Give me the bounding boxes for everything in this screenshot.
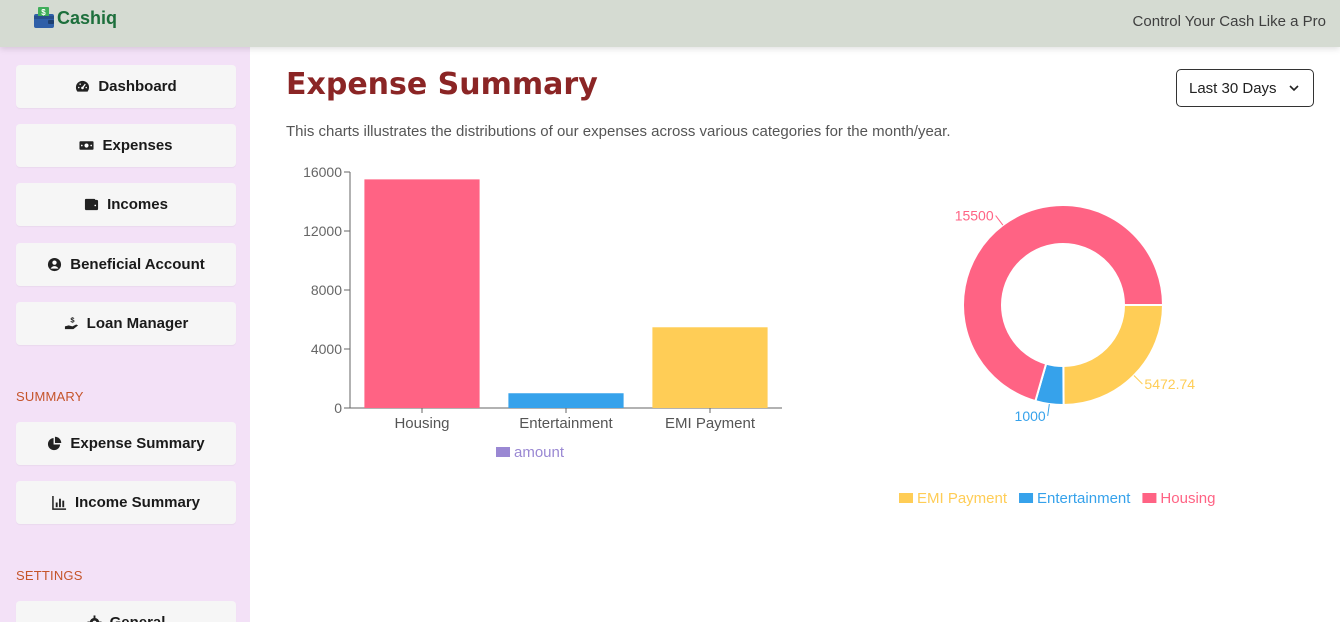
sidebar-item-label: Income Summary <box>74 494 201 511</box>
data-label: 15500 <box>955 208 994 224</box>
donut-legend[interactable]: EMI Payment Entertainment Housing <box>899 490 1215 507</box>
sidebar-item-loan-manager[interactable]: $ Loan Manager <box>16 302 236 345</box>
data-label-leader <box>1047 403 1050 417</box>
svg-text:$: $ <box>70 316 75 325</box>
date-range-select[interactable]: Last 30 Days <box>1176 69 1314 107</box>
summary-section-label: SUMMARY <box>16 389 84 404</box>
donut-slice-housing[interactable] <box>962 204 1165 403</box>
legend-label-entertainment: Entertainment <box>1037 490 1131 507</box>
date-range-value: Last 30 Days <box>1189 79 1277 97</box>
page-title: Expense Summary <box>286 67 598 102</box>
svg-text:$: $ <box>41 8 46 17</box>
sidebar-item-general[interactable]: General <box>16 601 236 622</box>
brand[interactable]: $ Cashiq <box>33 6 117 30</box>
sidebar-item-label: Incomes <box>107 196 168 213</box>
hand-money-icon: $ <box>64 316 78 330</box>
legend-swatch-amount <box>496 447 510 457</box>
data-label: 1000 <box>1015 408 1046 424</box>
x-tick-label: Housing <box>394 415 449 432</box>
bar-emi-payment[interactable] <box>652 327 768 408</box>
app-name: Cashiq <box>57 7 118 28</box>
money-icon <box>79 141 94 150</box>
legend-label-amount: amount <box>514 444 565 461</box>
x-tick-label: Entertainment <box>519 415 613 432</box>
wallet-logo-icon: $ <box>34 7 54 28</box>
sidebar-item-incomes[interactable]: Incomes <box>16 183 236 226</box>
page-description: This charts illustrates the distribution… <box>286 123 951 140</box>
pie-chart-icon <box>48 436 62 451</box>
sidebar-item-expense-summary[interactable]: Expense Summary <box>16 422 236 465</box>
gear-icon <box>87 615 102 622</box>
bar-chart-bars <box>364 179 768 408</box>
expense-bar-chart: 0 4000 8000 12000 16000 Housing Entertainment E… <box>303 164 782 461</box>
gauge-icon <box>76 80 90 92</box>
expense-donut-chart: 5472.74 1000 15500 EMI Payment Entertainmen… <box>899 204 1215 507</box>
sidebar-item-label: Expense Summary <box>70 435 205 452</box>
y-tick-label: 0 <box>334 400 342 416</box>
sidebar-item-label: General <box>110 614 166 622</box>
legend-swatch-housing[interactable] <box>1142 493 1157 503</box>
chevron-down-icon <box>1289 85 1299 92</box>
bar-chart-legend[interactable]: amount <box>496 444 565 461</box>
sidebar-item-label: Loan Manager <box>86 315 189 332</box>
donut-data-labels: 5472.74 1000 15500 <box>955 208 1196 424</box>
legend-label-emi-payment: EMI Payment <box>917 490 1008 507</box>
y-tick-label: 12000 <box>303 223 342 239</box>
sidebar-item-label: Expenses <box>102 137 173 154</box>
y-tick-label: 16000 <box>303 164 342 180</box>
bar-chart-axes: 0 4000 8000 12000 16000 Housing Entertainment E… <box>303 164 782 432</box>
settings-section-label: SETTINGS <box>16 568 83 583</box>
sidebar-item-label: Dashboard <box>98 78 177 95</box>
legend-swatch-emi-payment[interactable] <box>899 493 913 503</box>
bar-chart-icon <box>52 495 67 510</box>
y-tick-label: 4000 <box>311 341 342 357</box>
legend-label-housing: Housing <box>1160 490 1215 507</box>
sidebar-item-beneficial-account[interactable]: Beneficial Account <box>16 243 236 286</box>
bar-entertainment[interactable] <box>508 393 624 408</box>
data-label-leader <box>1133 375 1143 385</box>
main-content: Expense Summary Last 30 Days This charts… <box>250 47 1340 622</box>
tagline: Control Your Cash Like a Pro <box>1132 13 1326 30</box>
bar-housing[interactable] <box>364 179 480 408</box>
user-circle-icon <box>48 257 62 272</box>
wallet-icon <box>85 198 99 211</box>
data-label: 5472.74 <box>1144 376 1195 392</box>
x-tick-label: EMI Payment <box>665 415 756 432</box>
sidebar-item-label: Beneficial Account <box>70 256 205 273</box>
donut-slices <box>962 204 1165 407</box>
legend-swatch-entertainment[interactable] <box>1019 493 1034 503</box>
data-label-leader <box>995 215 1004 226</box>
sidebar: Dashboard Expenses Incomes Beneficial Ac… <box>0 47 250 622</box>
sidebar-item-expenses[interactable]: Expenses <box>16 124 236 167</box>
y-tick-label: 8000 <box>311 282 342 298</box>
top-bar: $ Cashiq Control Your Cash Like a Pro <box>0 0 1340 47</box>
sidebar-item-income-summary[interactable]: Income Summary <box>16 481 236 524</box>
sidebar-item-dashboard[interactable]: Dashboard <box>16 65 236 108</box>
